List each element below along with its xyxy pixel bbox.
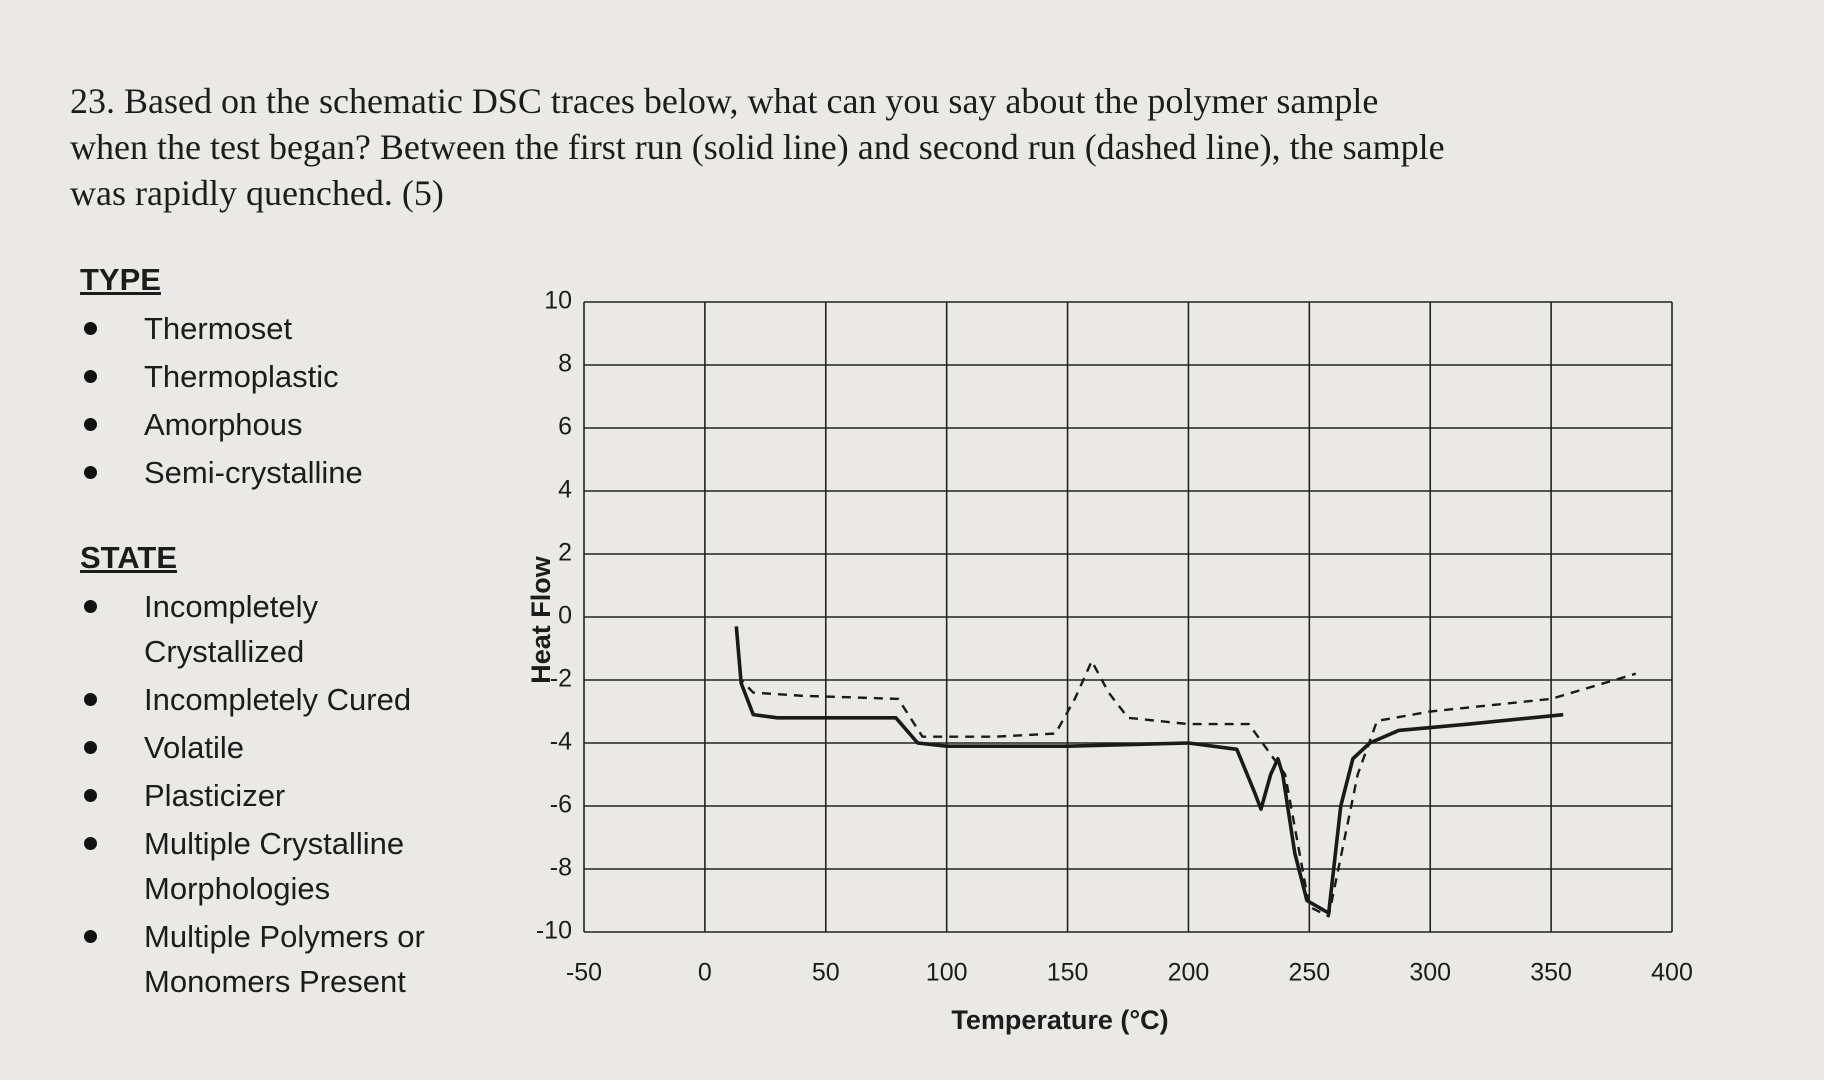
list-item: Incompletely Crystallized [80, 584, 425, 674]
y-tick-label: 8 [558, 350, 572, 378]
state-section: STATE Incompletely Crystallized Incomplete… [80, 540, 425, 1007]
item-text: Thermoset [144, 311, 293, 346]
x-tick-label: 300 [1409, 959, 1451, 987]
x-tick-label: 100 [926, 959, 968, 987]
x-tick-label: 350 [1530, 959, 1572, 987]
y-axis-title: Heat Flow [526, 555, 556, 684]
item-text: Morphologies [144, 871, 331, 906]
data-line [734, 626, 1564, 915]
y-tick-label: -8 [550, 854, 572, 882]
item-text: Plasticizer [144, 778, 286, 813]
section-heading: TYPE [80, 262, 161, 297]
list-item: Plasticizer [80, 773, 425, 818]
item-text: Crystallized [144, 634, 305, 669]
list-item: Amorphous [80, 402, 363, 447]
y-tick-label: 6 [558, 413, 572, 441]
x-tick-label: 50 [812, 959, 840, 987]
y-tick-label: 4 [558, 476, 572, 504]
item-text: Incompletely Cured [144, 682, 412, 717]
y-tick-label: 0 [558, 602, 572, 630]
list-item: Incompletely Cured [80, 677, 425, 722]
y-tick-label: 2 [558, 539, 572, 567]
y-tick-label: -10 [536, 917, 572, 945]
type-list: Thermoset Thermoplastic Amorphous Semi-crys… [80, 306, 363, 495]
y-tick-label: -2 [550, 665, 572, 693]
list-item: Thermoplastic [80, 354, 363, 399]
item-text: Multiple Crystalline [144, 826, 405, 861]
x-tick-label: 150 [1047, 959, 1089, 987]
list-item: Thermoset [80, 306, 363, 351]
list-item: Multiple Polymers or Monomers Present [80, 914, 425, 1004]
type-section: TYPE Thermoset Thermoplastic Amorphous Semi… [80, 262, 363, 498]
item-text: Volatile [144, 730, 244, 765]
x-tick-label: -50 [566, 959, 602, 987]
list-item: Volatile [80, 725, 425, 770]
x-axis-title: Temperature (°C) [951, 1005, 1168, 1035]
y-tick-label: -6 [550, 791, 572, 819]
question: 23. Based on the schematic DSC traces be… [70, 78, 1590, 216]
item-text: Multiple Polymers or [144, 919, 425, 954]
x-tick-label: 0 [698, 959, 712, 987]
x-tick-label: 250 [1288, 959, 1330, 987]
question-line: was rapidly quenched. (5) [70, 173, 444, 213]
item-text: Incompletely [144, 589, 319, 624]
list-item: Semi-crystalline [80, 450, 363, 495]
question-line: when the test began? Between the first r… [70, 127, 1445, 167]
x-tick-label: 200 [1168, 959, 1210, 987]
section-heading: STATE [80, 540, 178, 575]
y-tick-label: 10 [544, 287, 572, 315]
y-tick-label: -4 [550, 728, 572, 756]
item-text: Semi-crystalline [144, 455, 363, 490]
item-text: Monomers Present [144, 964, 406, 999]
item-text: Amorphous [144, 407, 303, 442]
state-list: Incompletely Crystallized Incompletely Cur… [80, 584, 425, 1004]
list-item: Multiple Crystalline Morphologies [80, 821, 425, 911]
question-line: 23. Based on the schematic DSC traces be… [70, 81, 1379, 121]
x-tick-label: 400 [1651, 959, 1693, 987]
data-line [735, 626, 1637, 918]
item-text: Thermoplastic [144, 359, 339, 394]
